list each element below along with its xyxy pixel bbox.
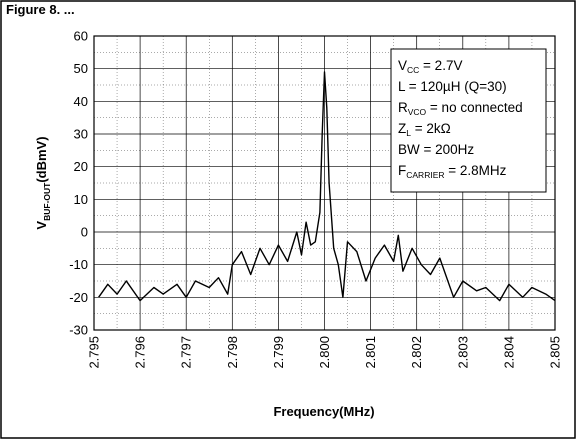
x-tick-label: 2.805 (548, 336, 563, 369)
y-tick-label: 50 (74, 61, 88, 76)
annotation-line: L = 120µH (Q=30) (398, 79, 507, 94)
annotation-line: ZL = 2kΩ (398, 121, 451, 138)
annotation-line: VCC = 2.7V (398, 58, 462, 75)
y-axis-title-sub: BUF-OUT (42, 182, 52, 221)
y-tick-label: 10 (74, 192, 88, 207)
x-axis-ticks: 2.795 2.796 2.797 2.798 2.799 2.800 2.801 2.802… (87, 336, 563, 369)
y-axis-title-main: V (34, 221, 49, 230)
x-tick-label: 2.796 (133, 336, 148, 369)
y-tick-label: 20 (74, 159, 88, 174)
y-tick-label: -30 (69, 323, 88, 338)
x-tick-label: 2.804 (501, 336, 516, 369)
x-tick-label: 2.798 (225, 336, 240, 369)
y-axis-title-suffix: (dBmV) (34, 136, 49, 182)
y-axis-ticks: 60 50 40 30 20 10 0 -10 -20 -30 (69, 29, 88, 338)
x-tick-label: 2.803 (455, 336, 470, 369)
plot-area (93, 35, 556, 331)
annotation-line: FCARRIER = 2.8MHz (398, 163, 507, 180)
y-tick-label: 40 (74, 94, 88, 109)
x-tick-label: 2.801 (363, 336, 378, 369)
y-tick-label: 0 (81, 225, 88, 240)
x-tick-label: 2.799 (271, 336, 286, 369)
y-tick-label: 30 (74, 127, 88, 142)
annotation-box: VCC = 2.7V L = 120µH (Q=30) RVCO = no conn… (390, 48, 547, 193)
x-tick-label: 2.795 (87, 336, 102, 369)
y-axis-title: VBUF-OUT(dBmV) (34, 136, 52, 229)
figure-title: Figure 8. ... (6, 2, 75, 17)
annotation-line: BW = 200Hz (398, 142, 474, 157)
x-tick-label: 2.797 (179, 336, 194, 369)
x-tick-label: 2.800 (317, 336, 332, 369)
y-tick-label: -10 (69, 257, 88, 272)
x-axis-title: Frequency(MHz) (273, 404, 374, 419)
series-layer (98, 71, 556, 302)
y-tick-label: -20 (69, 290, 88, 305)
spectrum-series-line (98, 71, 556, 302)
x-tick-label: 2.802 (409, 336, 424, 369)
y-tick-label: 60 (74, 29, 88, 44)
annotation-line: RVCO = no connected (398, 100, 523, 117)
